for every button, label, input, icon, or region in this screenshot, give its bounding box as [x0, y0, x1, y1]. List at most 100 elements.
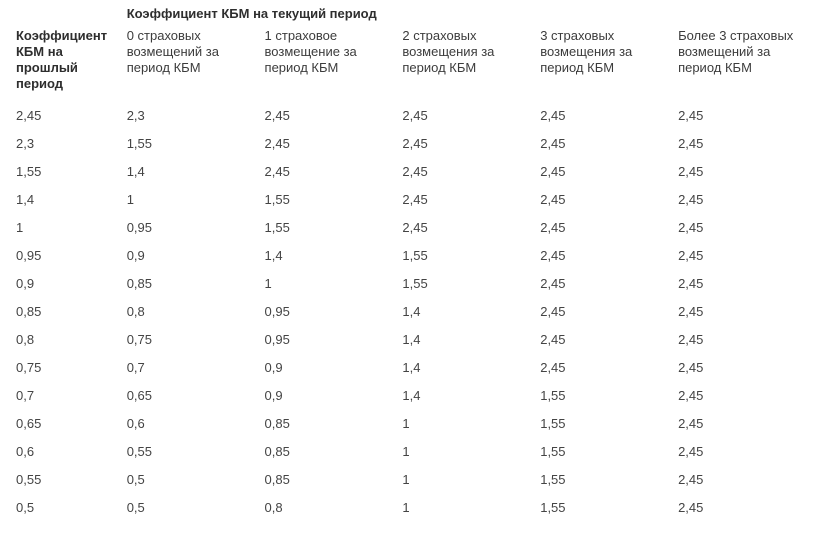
table-cell: 1 — [402, 494, 540, 522]
table-cell: 1,4 — [265, 242, 403, 270]
table-cell: 2,45 — [678, 354, 816, 382]
column-header: Более 3 страховых возмещений за период К… — [678, 28, 816, 102]
table-cell: 1,55 — [402, 270, 540, 298]
table-cell: 2,3 — [127, 102, 265, 130]
table-cell: 2,45 — [540, 214, 678, 242]
table-cell: 1,55 — [127, 130, 265, 158]
table-cell: 2,45 — [402, 214, 540, 242]
table-cell: 2,45 — [678, 242, 816, 270]
table-row: 0,650,60,8511,552,45 — [16, 410, 816, 438]
table-cell: 0,8 — [265, 494, 403, 522]
table-cell: 1,4 — [402, 298, 540, 326]
kbm-table: Коэффициент КБМ на текущий период Коэффи… — [16, 6, 816, 522]
table-cell: 2,45 — [540, 354, 678, 382]
table-cell: 0,8 — [16, 326, 127, 354]
table-cell: 1,55 — [265, 186, 403, 214]
table-cell: 1,4 — [402, 354, 540, 382]
table-cell: 1,55 — [265, 214, 403, 242]
table-cell: 1 — [127, 186, 265, 214]
table-cell: 0,5 — [16, 494, 127, 522]
table-cell: 2,45 — [678, 298, 816, 326]
table-cell: 0,85 — [265, 438, 403, 466]
table-cell: 1 — [402, 410, 540, 438]
table-cell: 1,55 — [540, 494, 678, 522]
table-cell: 2,45 — [402, 130, 540, 158]
table-cell: 1,4 — [402, 326, 540, 354]
kbm-table-body: 2,452,32,452,452,452,452,31,552,452,452,… — [16, 102, 816, 522]
table-row: 1,551,42,452,452,452,45 — [16, 158, 816, 186]
table-cell: 2,45 — [402, 158, 540, 186]
table-cell: 2,45 — [16, 102, 127, 130]
table-row: 0,850,80,951,42,452,45 — [16, 298, 816, 326]
table-cell: 1 — [16, 214, 127, 242]
table-cell: 0,65 — [16, 410, 127, 438]
table-cell: 0,9 — [16, 270, 127, 298]
table-cell: 0,95 — [265, 298, 403, 326]
table-cell: 1,55 — [540, 466, 678, 494]
table-cell: 0,85 — [127, 270, 265, 298]
table-cell: 0,95 — [16, 242, 127, 270]
table-cell: 0,7 — [16, 382, 127, 410]
table-cell: 0,6 — [16, 438, 127, 466]
table-row: 0,950,91,41,552,452,45 — [16, 242, 816, 270]
table-cell: 2,45 — [678, 214, 816, 242]
table-cell: 0,8 — [127, 298, 265, 326]
table-cell: 2,45 — [678, 410, 816, 438]
table-cell: 1,4 — [16, 186, 127, 214]
table-cell: 0,9 — [265, 382, 403, 410]
table-row: 10,951,552,452,452,45 — [16, 214, 816, 242]
table-cell: 0,85 — [265, 466, 403, 494]
table-cell: 0,85 — [16, 298, 127, 326]
table-row: 0,50,50,811,552,45 — [16, 494, 816, 522]
table-row: 0,60,550,8511,552,45 — [16, 438, 816, 466]
table-row: 0,80,750,951,42,452,45 — [16, 326, 816, 354]
table-cell: 2,45 — [678, 466, 816, 494]
table-cell: 2,45 — [265, 158, 403, 186]
table-cell: 2,45 — [265, 102, 403, 130]
table-cell: 1,55 — [540, 382, 678, 410]
table-cell: 0,95 — [265, 326, 403, 354]
table-cell: 2,45 — [678, 494, 816, 522]
table-cell: 2,45 — [540, 130, 678, 158]
table-cell: 1 — [402, 438, 540, 466]
table-cell: 2,45 — [540, 242, 678, 270]
table-cell: 2,45 — [678, 130, 816, 158]
table-cell: 2,45 — [540, 158, 678, 186]
table-cell: 2,45 — [678, 326, 816, 354]
table-cell: 1,55 — [16, 158, 127, 186]
table-row: 2,31,552,452,452,452,45 — [16, 130, 816, 158]
table-cell: 2,45 — [678, 438, 816, 466]
table-cell: 0,85 — [265, 410, 403, 438]
table-cell: 2,45 — [678, 186, 816, 214]
table-cell: 2,45 — [540, 102, 678, 130]
table-cell: 2,45 — [678, 270, 816, 298]
table-row: 0,90,8511,552,452,45 — [16, 270, 816, 298]
column-header: 2 страховых возмещения за период КБМ — [402, 28, 540, 102]
table-cell: 1 — [402, 466, 540, 494]
table-cell: 1,4 — [402, 382, 540, 410]
table-cell: 2,45 — [402, 102, 540, 130]
table-cell: 1,55 — [540, 410, 678, 438]
table-cell: 1,4 — [127, 158, 265, 186]
table-cell: 0,75 — [16, 354, 127, 382]
table-cell: 1,55 — [540, 438, 678, 466]
table-cell: 2,45 — [678, 382, 816, 410]
table-cell: 0,55 — [127, 438, 265, 466]
table-cell: 2,3 — [16, 130, 127, 158]
column-header: 0 страховых возмещений за период КБМ — [127, 28, 265, 102]
table-cell: 0,75 — [127, 326, 265, 354]
table-cell: 0,95 — [127, 214, 265, 242]
table-cell: 1,55 — [402, 242, 540, 270]
table-cell: 0,5 — [127, 466, 265, 494]
table-cell: 0,9 — [265, 354, 403, 382]
table-row: 1,411,552,452,452,45 — [16, 186, 816, 214]
row-header: Коэффициент КБМ на прошлый период — [16, 28, 127, 102]
table-cell: 0,6 — [127, 410, 265, 438]
table-cell: 0,5 — [127, 494, 265, 522]
table-row: 0,550,50,8511,552,45 — [16, 466, 816, 494]
table-cell: 0,7 — [127, 354, 265, 382]
table-cell: 2,45 — [402, 186, 540, 214]
table-cell: 0,9 — [127, 242, 265, 270]
table-cell: 2,45 — [540, 270, 678, 298]
column-header: 1 страховое возмещение за период КБМ — [265, 28, 403, 102]
